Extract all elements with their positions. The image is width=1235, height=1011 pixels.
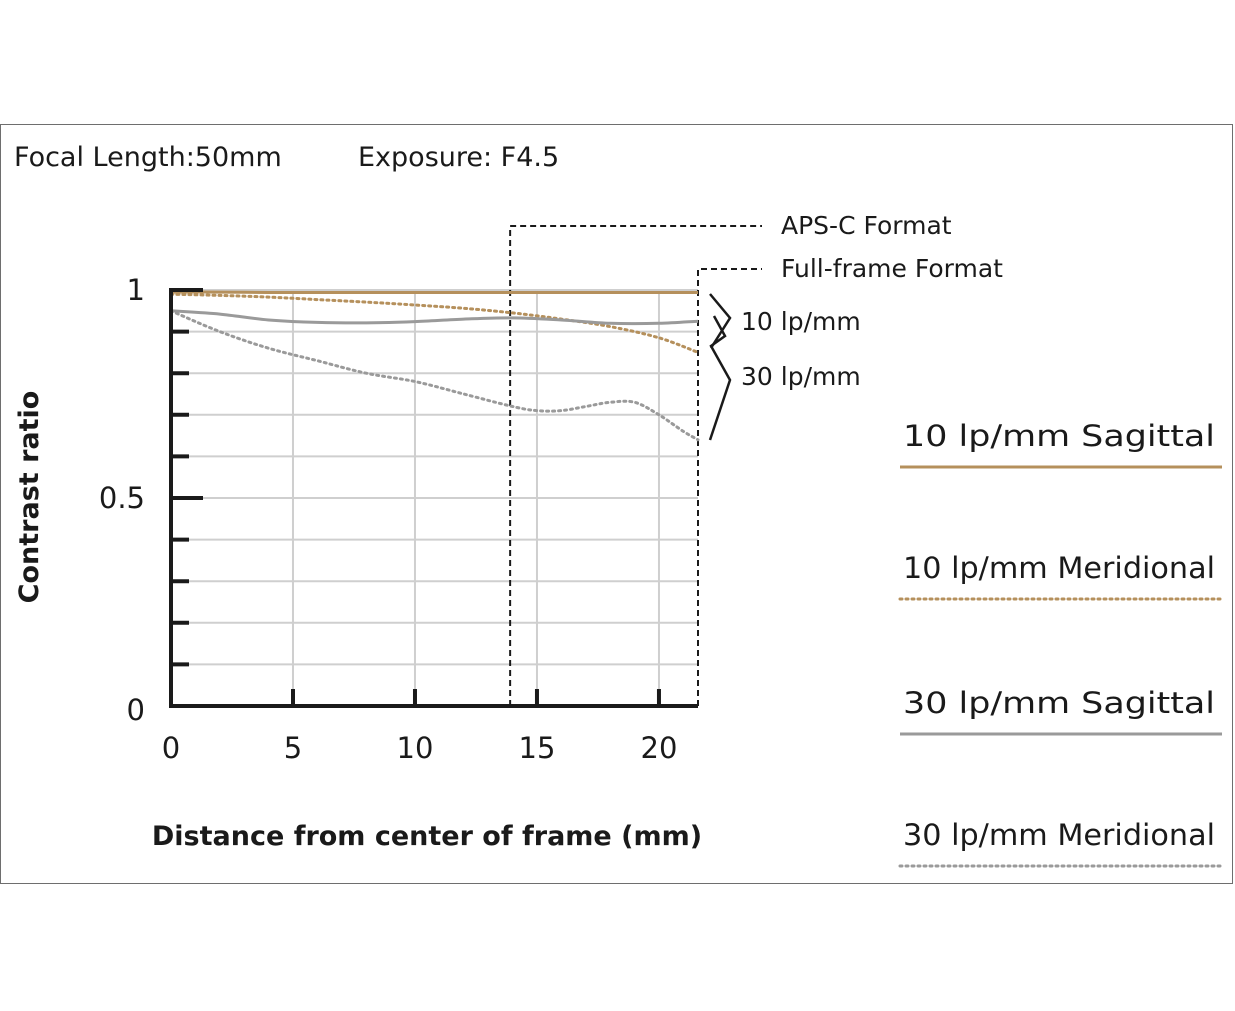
axes: 00.510 5 10 15 20 (99, 273, 698, 765)
series-line-30-lp-mm-sagittal (170, 309, 699, 326)
brace-label-10-lpmm: 10 lp/mm (741, 307, 861, 336)
legend-label: 30 lp/mm Meridional (903, 818, 1215, 852)
chart-frame (0, 124, 1233, 884)
legend-label: 30 lp/mm Sagittal (903, 686, 1215, 720)
y-tick-label: 0.5 (99, 481, 145, 515)
brace-label-30-lpmm: 30 lp/mm (741, 362, 861, 391)
y-axis-title: Contrast ratio (14, 391, 45, 604)
aps-c-format-label: APS-C Format (781, 211, 952, 240)
legend: 10 lp/mm Sagittal 10 lp/mm Meridional 30 l… (898, 419, 1224, 868)
brace-10-lpmm (709, 293, 732, 349)
full-frame-format-marker (697, 268, 762, 706)
focal-length-label: Focal Length:50mm (14, 142, 282, 173)
series-line-30-lp-mm-meridional (169, 309, 700, 442)
exposure-label: Exposure: F4.5 (358, 142, 559, 173)
series-lines (169, 290, 700, 442)
x-tick-label: 15 (519, 731, 556, 765)
x-tick-label: 0 (162, 731, 180, 765)
x-tick-label: 10 (397, 731, 434, 765)
aps-c-format-marker (509, 225, 762, 706)
y-tick-label: 0 (127, 693, 145, 727)
full-frame-format-label: Full-frame Format (781, 254, 1003, 283)
format-markers: APS-C Format Full-frame Format (509, 211, 1003, 706)
x-axis-title: Distance from center of frame (mm) (152, 821, 702, 852)
frequency-braces: 10 lp/mm 30 lp/mm (708, 293, 861, 441)
legend-label: 10 lp/mm Meridional (903, 551, 1215, 585)
legend-label: 10 lp/mm Sagittal (903, 419, 1215, 453)
series-line-10-lp-mm-meridional (169, 292, 700, 354)
x-tick-label: 5 (284, 731, 302, 765)
grid (171, 289, 698, 706)
x-tick-label: 20 (641, 731, 678, 765)
y-tick-label: 1 (127, 273, 145, 307)
brace-30-lpmm (708, 315, 732, 441)
